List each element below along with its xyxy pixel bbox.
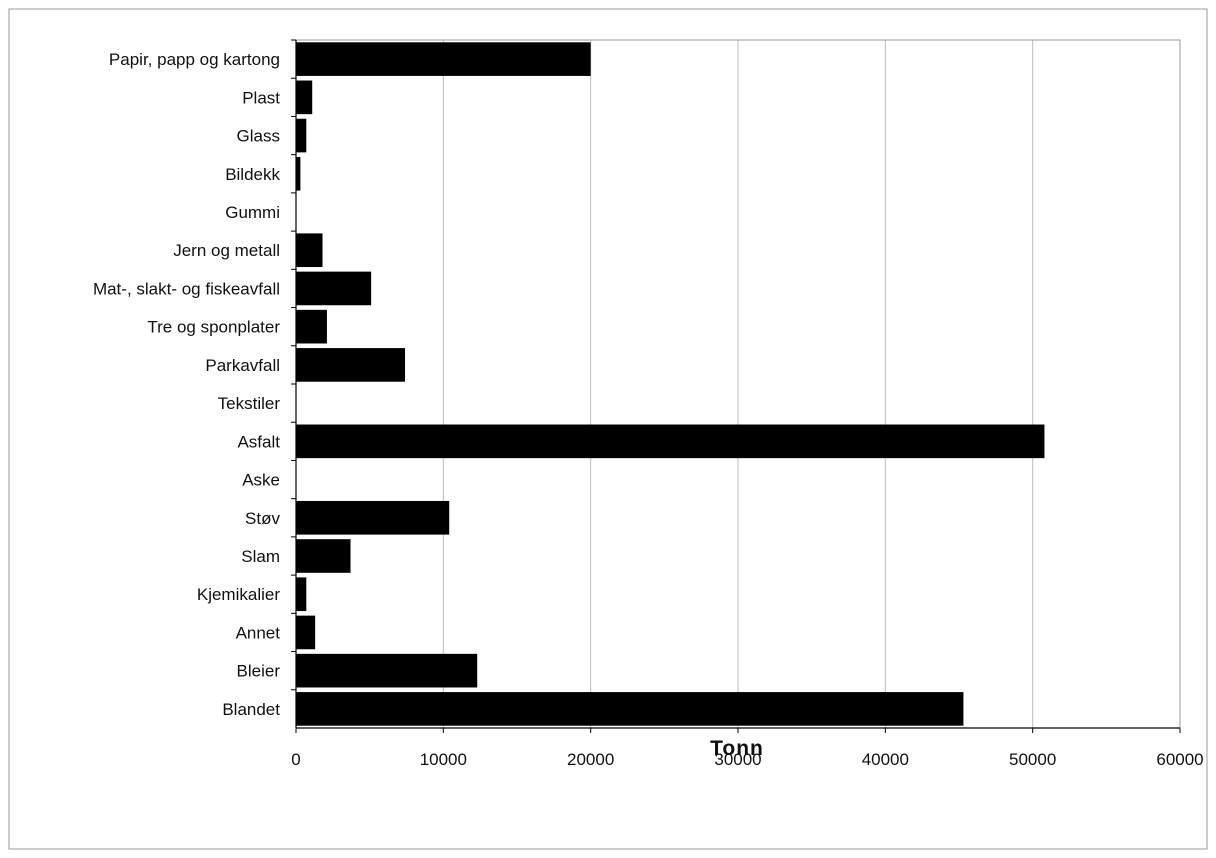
bar: [296, 577, 307, 612]
x-tick-label: 20000: [567, 750, 614, 769]
bar: [296, 118, 307, 153]
category-label: Bleier: [237, 662, 281, 681]
x-tick-label: 60000: [1156, 750, 1203, 769]
x-tick-labels: 0 10000 20000 30000 40000 50000 60000: [291, 750, 1203, 769]
bar: [296, 233, 323, 268]
category-label: Mat-, slakt- og fiskeavfall: [93, 279, 280, 298]
x-tick-label: 50000: [1009, 750, 1056, 769]
bar: [296, 653, 478, 688]
category-label: Tekstiler: [218, 394, 281, 413]
axes: [291, 39, 1181, 733]
bar: [296, 309, 327, 344]
x-tick-label: 0: [291, 750, 300, 769]
category-label: Slam: [241, 547, 280, 566]
category-label: Glass: [237, 127, 280, 146]
category-label: Aske: [242, 471, 280, 490]
bars: [296, 42, 1045, 726]
category-label: Gummi: [225, 203, 280, 222]
x-tick-label: 30000: [714, 750, 761, 769]
bar: [296, 42, 591, 76]
bar: [296, 692, 964, 726]
category-label: Parkavfall: [205, 356, 280, 375]
bar: [296, 271, 372, 306]
bar: [296, 156, 301, 191]
category-label: Papir, papp og kartong: [109, 50, 280, 69]
bar: [296, 615, 316, 650]
category-label: Jern og metall: [173, 241, 280, 260]
category-label: Bildekk: [225, 165, 280, 184]
bar: [296, 424, 1045, 459]
category-label: Kjemikalier: [197, 585, 280, 604]
category-label: Plast: [242, 88, 280, 107]
category-label: Asfalt: [237, 432, 280, 451]
category-label: Blandet: [222, 700, 280, 719]
x-tick-label: 10000: [420, 750, 467, 769]
category-label: Annet: [236, 623, 281, 642]
category-label: Tre og sponplater: [147, 318, 280, 337]
category-label: Støv: [245, 509, 280, 528]
bar: [296, 539, 351, 573]
category-labels: Papir, papp og kartong Plast Glass Bildekk G…: [93, 50, 281, 719]
bar: [296, 348, 406, 382]
bar: [296, 500, 450, 535]
bar: [296, 80, 313, 115]
x-axis-title: Tonn: [710, 737, 764, 760]
x-tick-label: 40000: [862, 750, 909, 769]
